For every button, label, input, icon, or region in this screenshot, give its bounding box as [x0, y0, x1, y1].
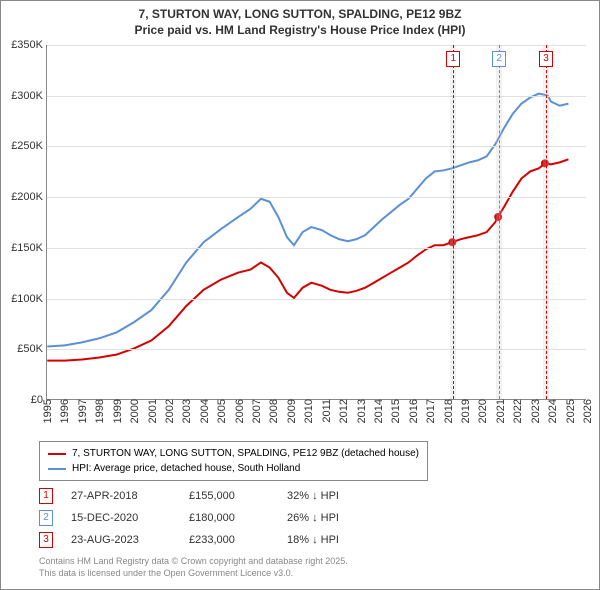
y-gridline [47, 197, 586, 198]
y-tick-label: £100K [11, 293, 43, 305]
x-tick-label: 2021 [495, 399, 507, 423]
x-tick-label: 2011 [321, 399, 333, 423]
x-tick-label: 2004 [199, 399, 211, 423]
transaction-date: 27-APR-2018 [71, 490, 171, 502]
transaction-row: 2 15-DEC-2020 £180,000 26% ↓ HPI [39, 507, 377, 529]
x-tick-label: 1999 [112, 399, 124, 423]
series-line-hpi [47, 94, 568, 347]
legend-row: 7, STURTON WAY, LONG SUTTON, SPALDING, P… [48, 446, 419, 461]
x-tick-label: 2009 [286, 399, 298, 423]
x-tick-label: 1997 [77, 399, 89, 423]
transaction-price: £233,000 [189, 534, 269, 546]
transaction-hpi-delta: 26% ↓ HPI [287, 512, 377, 524]
x-tick-label: 2012 [338, 399, 350, 423]
chart-svg [47, 45, 586, 399]
legend-row: HPI: Average price, detached house, Sout… [48, 461, 419, 476]
x-tick-label: 2026 [582, 399, 594, 423]
x-tick-label: 2017 [425, 399, 437, 423]
x-tick-label: 2024 [547, 399, 559, 423]
transaction-date: 23-AUG-2023 [71, 534, 171, 546]
x-tick-label: 2006 [234, 399, 246, 423]
y-gridline [47, 248, 586, 249]
y-gridline [47, 146, 586, 147]
y-tick-label: £50K [17, 343, 43, 355]
x-tick-label: 2010 [303, 399, 315, 423]
chart-plot-area: £0£50K£100K£150K£200K£250K£300K£350K1995… [46, 45, 586, 400]
transaction-price: £180,000 [189, 512, 269, 524]
legend-label: HPI: Average price, detached house, Sout… [72, 461, 300, 476]
x-tick-label: 2019 [460, 399, 472, 423]
x-tick-label: 2023 [530, 399, 542, 423]
title-line-1: 7, STURTON WAY, LONG SUTTON, SPALDING, P… [1, 7, 599, 23]
y-gridline [47, 299, 586, 300]
x-tick-label: 2008 [268, 399, 280, 423]
transaction-row: 1 27-APR-2018 £155,000 32% ↓ HPI [39, 485, 377, 507]
y-tick-label: £300K [11, 90, 43, 102]
attribution-text: Contains HM Land Registry data © Crown c… [39, 556, 348, 579]
transaction-number: 2 [39, 510, 53, 526]
legend-swatch [48, 453, 66, 455]
transaction-number: 1 [39, 488, 53, 504]
event-marker-number: 1 [446, 51, 460, 67]
event-marker-line [453, 45, 454, 399]
x-tick-label: 1995 [42, 399, 54, 423]
event-marker-number: 3 [539, 51, 553, 67]
attribution-line-2: This data is licensed under the Open Gov… [39, 568, 348, 580]
transactions-table: 1 27-APR-2018 £155,000 32% ↓ HPI 2 15-DEC-202… [39, 485, 377, 551]
x-tick-label: 1996 [59, 399, 71, 423]
y-tick-label: £200K [11, 191, 43, 203]
series-line-price_paid [47, 159, 568, 360]
legend-label: 7, STURTON WAY, LONG SUTTON, SPALDING, P… [72, 446, 419, 461]
y-gridline [47, 96, 586, 97]
title-area: 7, STURTON WAY, LONG SUTTON, SPALDING, P… [1, 1, 599, 38]
x-tick-label: 2015 [390, 399, 402, 423]
transaction-number: 3 [39, 532, 53, 548]
transaction-price: £155,000 [189, 490, 269, 502]
transaction-hpi-delta: 18% ↓ HPI [287, 534, 377, 546]
transaction-row: 3 23-AUG-2023 £233,000 18% ↓ HPI [39, 529, 377, 551]
x-tick-label: 2000 [129, 399, 141, 423]
legend-swatch [48, 468, 66, 470]
x-tick-label: 1998 [94, 399, 106, 423]
x-tick-label: 2002 [164, 399, 176, 423]
chart-container: 7, STURTON WAY, LONG SUTTON, SPALDING, P… [0, 0, 600, 590]
x-tick-label: 2022 [512, 399, 524, 423]
y-gridline [47, 349, 586, 350]
x-tick-label: 2020 [477, 399, 489, 423]
x-tick-label: 2007 [251, 399, 263, 423]
y-tick-label: £350K [11, 39, 43, 51]
y-gridline [47, 45, 586, 46]
event-marker-line [499, 45, 500, 399]
x-tick-label: 2018 [443, 399, 455, 423]
x-tick-label: 2005 [216, 399, 228, 423]
event-marker-number: 2 [492, 51, 506, 67]
y-tick-label: £250K [11, 140, 43, 152]
attribution-line-1: Contains HM Land Registry data © Crown c… [39, 556, 348, 568]
x-tick-label: 2014 [373, 399, 385, 423]
y-tick-label: £150K [11, 242, 43, 254]
x-tick-label: 2016 [408, 399, 420, 423]
chart-legend: 7, STURTON WAY, LONG SUTTON, SPALDING, P… [39, 441, 428, 481]
x-tick-label: 2025 [565, 399, 577, 423]
transaction-hpi-delta: 32% ↓ HPI [287, 490, 377, 502]
x-tick-label: 2001 [147, 399, 159, 423]
title-line-2: Price paid vs. HM Land Registry's House … [1, 23, 599, 39]
transaction-date: 15-DEC-2020 [71, 512, 171, 524]
x-tick-label: 2003 [181, 399, 193, 423]
x-tick-label: 2013 [356, 399, 368, 423]
event-marker-line [546, 45, 547, 399]
